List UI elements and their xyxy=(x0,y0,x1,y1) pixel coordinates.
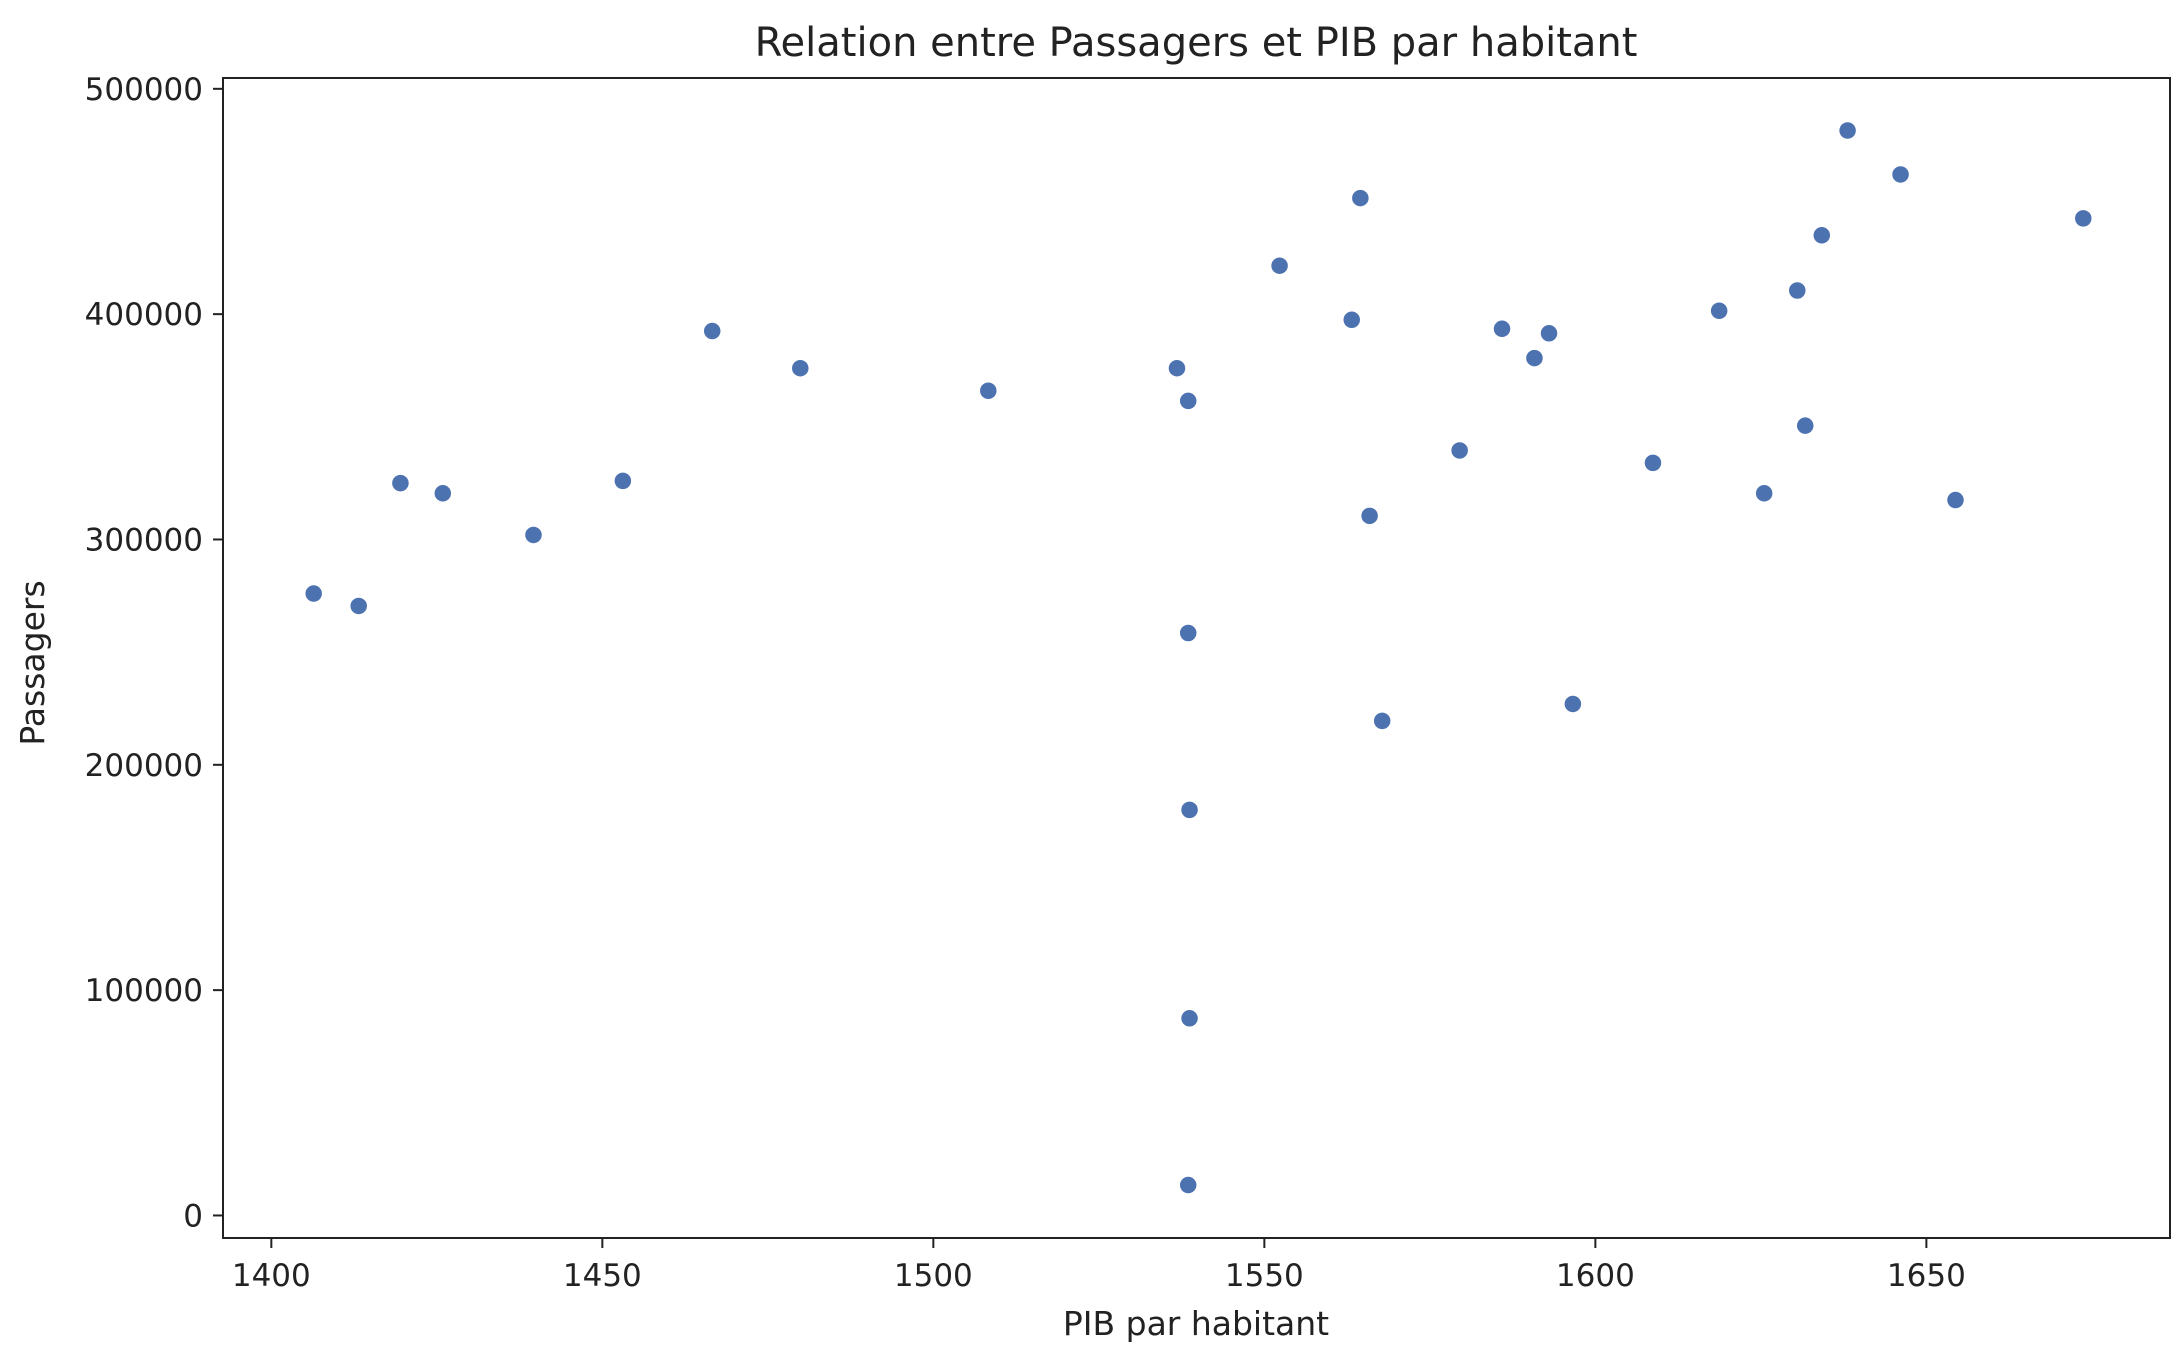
scatter-point xyxy=(1492,319,1512,339)
x-tick-label: 1550 xyxy=(1225,1258,1304,1294)
scatter-point xyxy=(1754,483,1774,504)
scatter-point xyxy=(390,473,411,493)
scatter-point xyxy=(1341,310,1362,330)
plot-area xyxy=(222,77,2171,1239)
y-tick-label: 500000 xyxy=(85,72,203,108)
scatter-point xyxy=(1812,225,1832,246)
x-axis-label: PIB par habitant xyxy=(1063,1304,1329,1343)
y-tick-label: 300000 xyxy=(85,522,203,558)
scatter-point xyxy=(1795,415,1815,436)
scatter-point xyxy=(1178,391,1198,411)
scatter-point xyxy=(1709,301,1729,321)
y-tick-label: 0 xyxy=(183,1198,203,1234)
scatter-point xyxy=(2073,208,2094,229)
scatter-point xyxy=(1563,694,1583,714)
chart-title: Relation entre Passagers et PIB par habi… xyxy=(755,20,1638,66)
scatter-point xyxy=(1890,164,1911,185)
scatter-point xyxy=(1945,490,1966,510)
y-axis-label: Passagers xyxy=(13,580,52,745)
x-tick-label: 1400 xyxy=(232,1258,311,1294)
scatter-point xyxy=(1167,358,1187,378)
x-tick-label: 1600 xyxy=(1556,1258,1635,1294)
scatter-point xyxy=(348,596,369,616)
scatter-point xyxy=(613,471,633,491)
y-axis-ticks: 0 100000 200000 300000 400000 500000 xyxy=(85,72,223,1234)
scatter-point xyxy=(1359,506,1380,526)
scatter-point xyxy=(1178,1175,1198,1195)
scatter-point xyxy=(1179,1008,1200,1029)
x-axis-ticks: 1400 1450 1500 1550 1600 1650 xyxy=(232,1238,1966,1294)
x-tick-label: 1450 xyxy=(563,1258,642,1294)
scatter-point xyxy=(790,358,811,378)
x-tick-label: 1500 xyxy=(894,1258,973,1294)
scatter-point xyxy=(433,483,453,504)
scatter-point xyxy=(1350,188,1371,208)
scatter-point xyxy=(1178,623,1198,643)
scatter-point xyxy=(1372,711,1392,731)
scatter-point xyxy=(1524,348,1545,368)
scatter-point xyxy=(1449,440,1470,461)
y-tick-label: 200000 xyxy=(85,748,203,784)
scatter-point xyxy=(1179,800,1200,820)
scatter-point xyxy=(523,525,544,545)
scatter-point xyxy=(1837,120,1858,141)
y-tick-label: 400000 xyxy=(85,297,203,333)
scatter-point xyxy=(978,381,999,401)
x-tick-label: 1650 xyxy=(1887,1258,1966,1294)
scatter-point xyxy=(1787,280,1808,301)
scatter-point xyxy=(702,321,722,341)
scatter-point xyxy=(1269,255,1290,276)
scatter-point xyxy=(303,583,324,604)
scatter-point xyxy=(1643,453,1663,473)
plot-frame xyxy=(222,77,2171,1239)
scatter-points xyxy=(303,120,2094,1195)
scatter-point xyxy=(1539,323,1559,344)
y-tick-label: 100000 xyxy=(85,973,203,1009)
